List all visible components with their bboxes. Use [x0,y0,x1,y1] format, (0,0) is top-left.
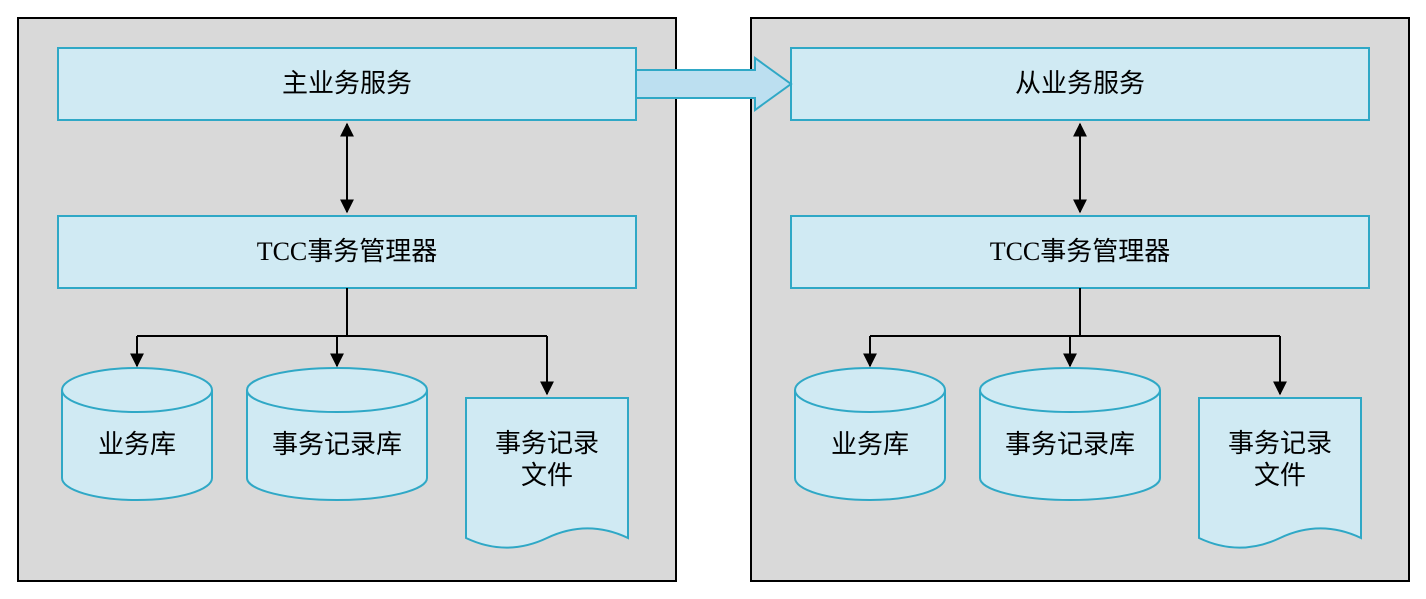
right-service-label: 从业务服务 [791,48,1369,120]
right-db2-label: 事务记录库 [980,412,1160,478]
right-db1-label: 业务库 [795,412,945,478]
left-db2-label: 事务记录库 [247,412,427,478]
right-doc-label: 事务记录 文件 [1199,398,1361,522]
diagram-canvas: 主业务服务TCC事务管理器业务库事务记录库事务记录 文件从业务服务TCC事务管理… [0,0,1426,599]
right-manager-label: TCC事务管理器 [791,216,1369,288]
left-manager-label: TCC事务管理器 [58,216,636,288]
left-db1-label: 业务库 [62,412,212,478]
left-doc-label: 事务记录 文件 [466,398,628,522]
left-service-label: 主业务服务 [58,48,636,120]
